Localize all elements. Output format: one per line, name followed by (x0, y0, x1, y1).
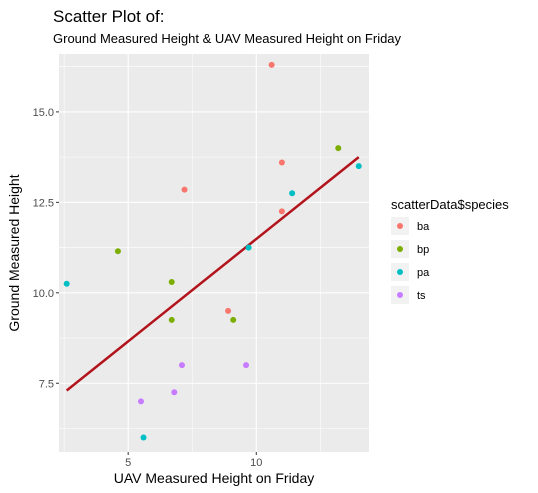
major-gridlines (59, 54, 369, 452)
x-tick-label: 5 (125, 457, 131, 469)
data-point-ts (171, 389, 178, 396)
data-point-pa (140, 434, 147, 441)
data-point-ts (243, 362, 250, 369)
plot-panel (59, 54, 369, 452)
regression-line (65, 156, 360, 392)
data-point-bp (335, 145, 342, 152)
data-point-ba (278, 159, 285, 166)
data-point-bp (168, 316, 175, 323)
data-point-pa (289, 190, 296, 197)
data-point-pa (63, 280, 70, 287)
data-point-ba (268, 61, 275, 68)
legend-label-bp: bp (417, 244, 429, 256)
data-point-bp (114, 248, 121, 255)
y-tick-label: 12.5 (33, 197, 54, 209)
y-axis-ticks: 7.5 10.0 12.5 15.0 (33, 107, 59, 390)
x-axis-title: UAV Measured Height on Friday (114, 470, 315, 486)
x-axis-ticks: 5 10 (125, 452, 262, 469)
minor-gridlines (59, 54, 369, 452)
chart-subtitle: Ground Measured Height & UAV Measured He… (53, 31, 402, 46)
legend-label-pa: pa (417, 267, 430, 279)
legend-items: ba bp pa ts (391, 217, 430, 304)
legend: scatterData$species ba bp pa ts (391, 197, 509, 304)
y-tick-label: 10.0 (33, 288, 54, 300)
data-point-ba (278, 208, 285, 215)
data-point-pa (245, 244, 252, 251)
data-point-pa (355, 163, 362, 170)
data-point-bp (168, 278, 175, 285)
legend-label-ba: ba (417, 221, 430, 233)
y-axis-title: Ground Measured Height (6, 174, 22, 331)
y-tick-label: 15.0 (33, 107, 54, 119)
data-point-ts (178, 362, 185, 369)
fit-line-layer (65, 156, 360, 392)
points-layer (63, 61, 362, 441)
data-point-bp (230, 316, 237, 323)
y-tick-label: 7.5 (39, 378, 54, 390)
data-point-ts (137, 398, 144, 405)
chart-title: Scatter Plot of: (53, 7, 165, 26)
legend-title: scatterData$species (391, 197, 509, 212)
data-point-ba (225, 307, 232, 314)
legend-key-ts (397, 292, 403, 298)
x-tick-label: 10 (250, 457, 262, 469)
data-point-ba (181, 186, 188, 193)
legend-key-ba (397, 223, 403, 229)
legend-label-ts: ts (417, 290, 426, 302)
legend-key-bp (397, 246, 403, 252)
legend-key-pa (397, 269, 403, 275)
